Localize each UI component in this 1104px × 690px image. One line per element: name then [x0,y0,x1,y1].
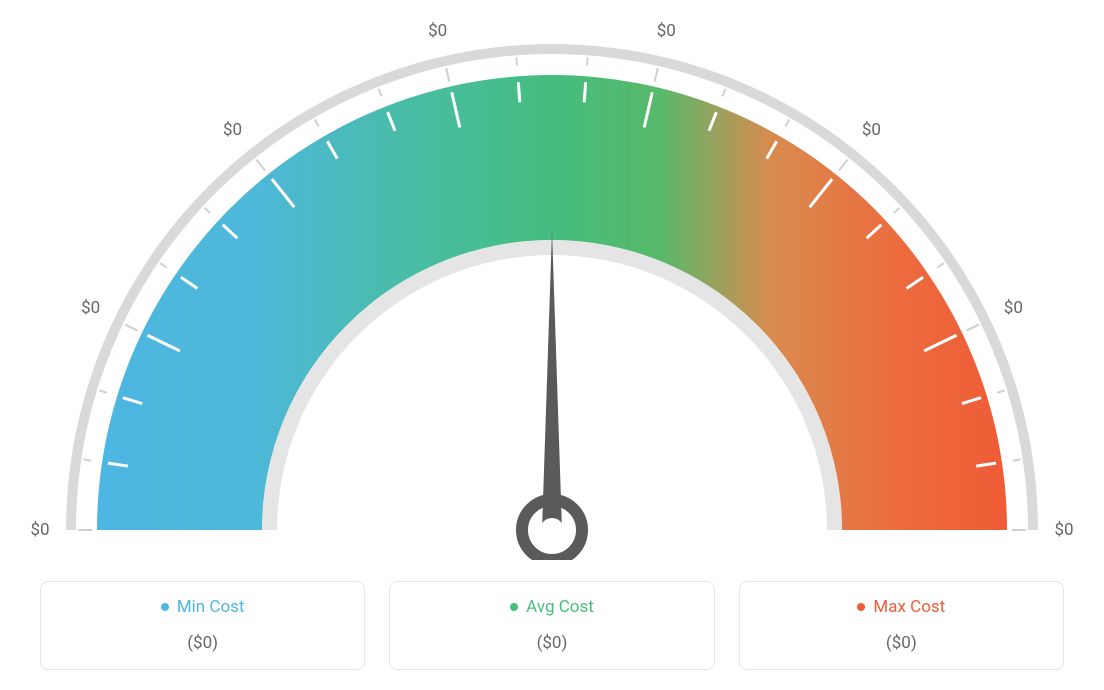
legend-max-title: Max Cost [857,597,945,617]
gauge-svg [0,0,1104,560]
legend-min-title: Min Cost [161,597,245,617]
gauge-tick-label: $0 [657,21,676,41]
gauge-tick-label: $0 [81,298,100,318]
legend-max-label: Max Cost [873,597,945,617]
legend-min-label: Min Cost [177,597,245,617]
legend-max: Max Cost ($0) [739,581,1064,670]
gauge-tick-label: $0 [1054,520,1073,540]
legend-min-value: ($0) [51,633,354,653]
legend-avg-label: Avg Cost [526,597,594,617]
legend-row: Min Cost ($0) Avg Cost ($0) Max Cost ($0… [40,581,1064,670]
gauge-tick-label: $0 [30,520,49,540]
gauge-chart: $0 $0 $0 $0 $0 $0 $0 $0 [0,0,1104,560]
legend-avg: Avg Cost ($0) [389,581,714,670]
legend-max-value: ($0) [750,633,1053,653]
gauge-tick-label: $0 [428,21,447,41]
legend-avg-dot [510,603,518,611]
gauge-tick-label: $0 [223,120,242,140]
gauge-cost-widget: $0 $0 $0 $0 $0 $0 $0 $0 Min Cost ($0) Avg Cost … [0,0,1104,690]
gauge-tick-label: $0 [1004,298,1023,318]
legend-max-dot [857,603,865,611]
legend-avg-value: ($0) [400,633,703,653]
gauge-tick-label: $0 [862,120,881,140]
legend-avg-title: Avg Cost [510,597,594,617]
legend-min: Min Cost ($0) [40,581,365,670]
legend-min-dot [161,603,169,611]
